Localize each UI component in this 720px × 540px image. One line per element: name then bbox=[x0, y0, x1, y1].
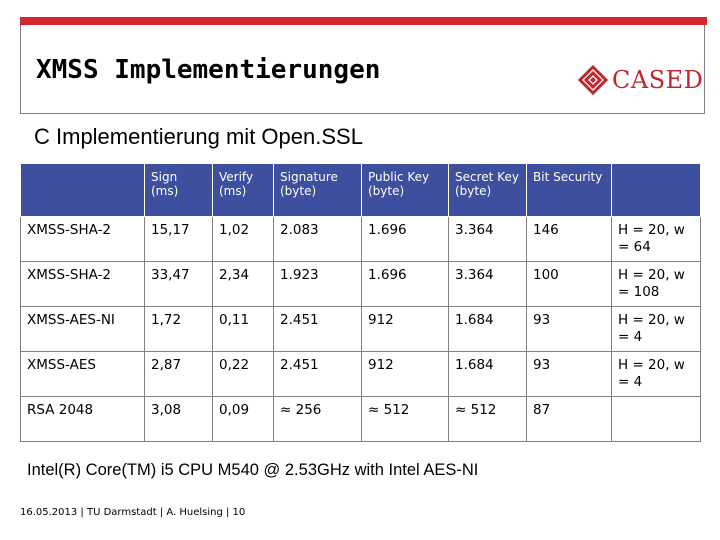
table-cell: 3.364 bbox=[448, 216, 527, 262]
title-frame bbox=[20, 25, 705, 114]
table-cell: 1.696 bbox=[361, 261, 449, 307]
header-cell: Sign (ms) bbox=[144, 163, 213, 217]
table-cell: XMSS-SHA-2 bbox=[20, 216, 145, 262]
table-cell: 1.923 bbox=[273, 261, 362, 307]
table-cell: 912 bbox=[361, 351, 449, 397]
table-cell: 2.451 bbox=[273, 351, 362, 397]
table-cell: 146 bbox=[526, 216, 612, 262]
table-cell: ≈ 512 bbox=[361, 396, 449, 442]
table-row: XMSS-AES-NI 1,72 0,11 2.451 912 1.684 93… bbox=[20, 306, 701, 352]
table-cell: 912 bbox=[361, 306, 449, 352]
table-cell: 1.696 bbox=[361, 216, 449, 262]
title-accent-bar bbox=[20, 17, 707, 25]
table-cell: XMSS-SHA-2 bbox=[20, 261, 145, 307]
cased-logo: CASED bbox=[578, 64, 703, 96]
benchmark-table: Sign (ms) Verify (ms) Signature (byte) P… bbox=[20, 163, 701, 442]
table-cell: ≈ 512 bbox=[448, 396, 527, 442]
table-cell: XMSS-AES-NI bbox=[20, 306, 145, 352]
table-row: RSA 2048 3,08 0,09 ≈ 256 ≈ 512 ≈ 512 87 bbox=[20, 396, 701, 442]
table-cell: 2.451 bbox=[273, 306, 362, 352]
table-cell: 0,22 bbox=[212, 351, 274, 397]
header-cell: Verify (ms) bbox=[212, 163, 274, 217]
slide-footer: 16.05.2013 | TU Darmstadt | A. Huelsing … bbox=[20, 507, 246, 518]
cased-logo-text: CASED bbox=[612, 66, 704, 94]
cased-logo-icon bbox=[578, 65, 608, 95]
header-cell: Bit Security bbox=[526, 163, 612, 217]
table-cell: 100 bbox=[526, 261, 612, 307]
table-cell: 0,11 bbox=[212, 306, 274, 352]
table-cell: H = 20, w = 4 bbox=[611, 306, 701, 352]
table-cell: ≈ 256 bbox=[273, 396, 362, 442]
table-row: XMSS-SHA-2 15,17 1,02 2.083 1.696 3.364 … bbox=[20, 216, 701, 262]
table-cell: 1,72 bbox=[144, 306, 213, 352]
cpu-footnote: Intel(R) Core(TM) i5 CPU M540 @ 2.53GHz … bbox=[27, 461, 479, 479]
table-cell bbox=[611, 396, 701, 442]
table-cell: 2,34 bbox=[212, 261, 274, 307]
table-cell: 1.684 bbox=[448, 351, 527, 397]
table-cell: 0,09 bbox=[212, 396, 274, 442]
table-cell: 93 bbox=[526, 351, 612, 397]
table-cell: 2,87 bbox=[144, 351, 213, 397]
section-subtitle: C Implementierung mit Open.SSL bbox=[34, 124, 363, 149]
table-cell: H = 20, w = 64 bbox=[611, 216, 701, 262]
table-header-row: Sign (ms) Verify (ms) Signature (byte) P… bbox=[20, 163, 701, 217]
slide-title: XMSS Implementierungen bbox=[36, 55, 381, 85]
header-cell: Public Key (byte) bbox=[361, 163, 449, 217]
header-cell bbox=[20, 163, 145, 217]
table-cell: 2.083 bbox=[273, 216, 362, 262]
table-cell: 33,47 bbox=[144, 261, 213, 307]
table-cell: H = 20, w = 108 bbox=[611, 261, 701, 307]
table-row: XMSS-AES 2,87 0,22 2.451 912 1.684 93 H … bbox=[20, 351, 701, 397]
table-cell: 3,08 bbox=[144, 396, 213, 442]
table-cell: 3.364 bbox=[448, 261, 527, 307]
table-cell: RSA 2048 bbox=[20, 396, 145, 442]
table-cell: 87 bbox=[526, 396, 612, 442]
header-cell bbox=[611, 163, 701, 217]
table-cell: 15,17 bbox=[144, 216, 213, 262]
table-cell: 93 bbox=[526, 306, 612, 352]
table-cell: 1.684 bbox=[448, 306, 527, 352]
header-cell: Secret Key (byte) bbox=[448, 163, 527, 217]
header-cell: Signature (byte) bbox=[273, 163, 362, 217]
table-row: XMSS-SHA-2 33,47 2,34 1.923 1.696 3.364 … bbox=[20, 261, 701, 307]
table-cell: 1,02 bbox=[212, 216, 274, 262]
table-cell: H = 20, w = 4 bbox=[611, 351, 701, 397]
table-cell: XMSS-AES bbox=[20, 351, 145, 397]
